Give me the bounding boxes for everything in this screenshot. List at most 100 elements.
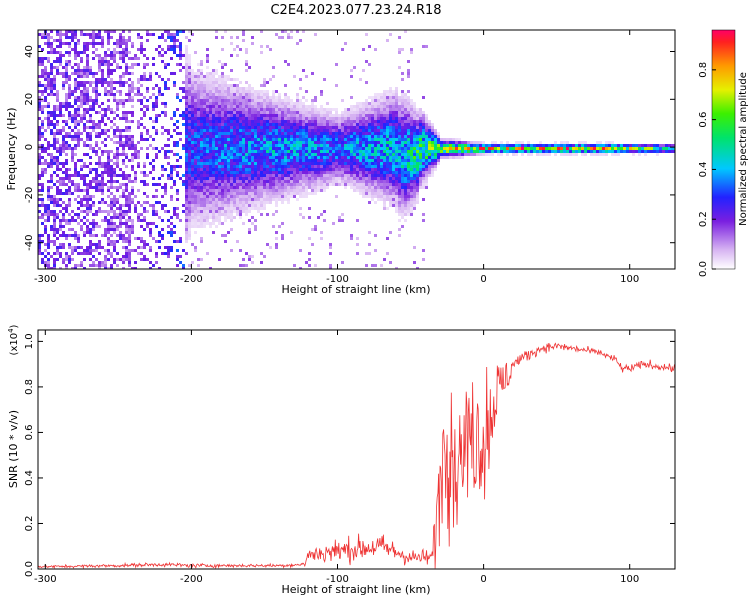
heatmap-cell <box>302 132 305 135</box>
heatmap-cell <box>329 168 332 171</box>
heatmap-cell <box>80 159 83 162</box>
heatmap-cell <box>95 264 98 267</box>
heatmap-cell <box>266 129 269 132</box>
heatmap-cell <box>224 159 227 162</box>
heatmap-cell <box>110 243 113 246</box>
heatmap-cell <box>314 147 317 150</box>
heatmap-cell <box>86 90 89 93</box>
heatmap-cell <box>155 240 158 243</box>
heatmap-cell <box>266 195 269 198</box>
heatmap-cell <box>281 192 284 195</box>
heatmap-cell <box>92 186 95 189</box>
heatmap-cell <box>38 144 41 147</box>
heatmap-cell <box>311 105 314 108</box>
heatmap-cell <box>356 162 359 165</box>
heatmap-cell <box>239 204 242 207</box>
heatmap-cell <box>59 60 62 63</box>
heatmap-cell <box>230 54 233 57</box>
heatmap-cell <box>329 135 332 138</box>
heatmap-cell <box>359 129 362 132</box>
heatmap-cell <box>86 228 89 231</box>
heatmap-cell <box>227 90 230 93</box>
heatmap-cell <box>62 234 65 237</box>
heatmap-cell <box>173 225 176 228</box>
heatmap-cell <box>230 168 233 171</box>
heatmap-cell <box>95 135 98 138</box>
heatmap-cell <box>212 168 215 171</box>
heatmap-cell <box>167 33 170 36</box>
heatmap-cell <box>398 210 401 213</box>
heatmap-cell <box>89 120 92 123</box>
heatmap-cell <box>272 159 275 162</box>
heatmap-cell <box>407 117 410 120</box>
heatmap-cell <box>89 147 92 150</box>
heatmap-cell <box>368 180 371 183</box>
heatmap-cell <box>80 105 83 108</box>
heatmap-cell <box>197 153 200 156</box>
heatmap-cell <box>179 51 182 54</box>
heatmap-cell <box>200 189 203 192</box>
heatmap-cell <box>62 261 65 264</box>
heatmap-cell <box>128 216 131 219</box>
heatmap-cell <box>221 114 224 117</box>
heatmap-cell <box>308 117 311 120</box>
heatmap-cell <box>125 183 128 186</box>
heatmap-cell <box>203 129 206 132</box>
heatmap-cell <box>203 207 206 210</box>
heatmap-cell <box>104 87 107 90</box>
heatmap-cell <box>188 165 191 168</box>
heatmap-cell <box>257 180 260 183</box>
heatmap-cell <box>269 48 272 51</box>
heatmap-cell <box>350 162 353 165</box>
heatmap-cell <box>335 153 338 156</box>
heatmap-cell <box>245 210 248 213</box>
heatmap-cell <box>92 222 95 225</box>
heatmap-cell <box>137 87 140 90</box>
heatmap-cell <box>218 144 221 147</box>
heatmap-cell <box>56 192 59 195</box>
heatmap-cell <box>404 156 407 159</box>
heatmap-cell <box>296 162 299 165</box>
heatmap-cell <box>410 129 413 132</box>
heatmap-cell <box>314 138 317 141</box>
heatmap-cell <box>245 105 248 108</box>
heatmap-cell <box>188 171 191 174</box>
heatmap-cell <box>263 132 266 135</box>
heatmap-cell <box>95 144 98 147</box>
heatmap-cell <box>80 225 83 228</box>
heatmap-cell <box>104 57 107 60</box>
heatmap-cell <box>194 141 197 144</box>
heatmap-cell <box>146 147 149 150</box>
heatmap-cell <box>68 168 71 171</box>
heatmap-cell <box>407 96 410 99</box>
heatmap-cell <box>326 147 329 150</box>
heatmap-cell <box>44 162 47 165</box>
heatmap-cell <box>50 144 53 147</box>
heatmap-cell <box>242 102 245 105</box>
heatmap-cell <box>368 108 371 111</box>
heatmap-cell <box>74 186 77 189</box>
heatmap-cell <box>254 204 257 207</box>
heatmap-cell <box>38 252 41 255</box>
heatmap-cell <box>281 174 284 177</box>
heatmap-cell <box>224 81 227 84</box>
heatmap-cell <box>77 123 80 126</box>
heatmap-cell <box>56 237 59 240</box>
heatmap-cell <box>404 126 407 129</box>
heatmap-cell <box>371 177 374 180</box>
heatmap-cell <box>107 189 110 192</box>
heatmap-cell <box>155 252 158 255</box>
heatmap-cell <box>245 114 248 117</box>
heatmap-cell <box>125 54 128 57</box>
heatmap-cell <box>275 204 278 207</box>
heatmap-cell <box>50 63 53 66</box>
heatmap-cell <box>167 144 170 147</box>
heatmap-cell <box>272 225 275 228</box>
heatmap-cell <box>74 120 77 123</box>
heatmap-cell <box>281 234 284 237</box>
heatmap-cell <box>125 249 128 252</box>
heatmap-cell <box>83 84 86 87</box>
heatmap-cell <box>248 255 251 258</box>
heatmap-cell <box>134 171 137 174</box>
heatmap-cell <box>128 126 131 129</box>
